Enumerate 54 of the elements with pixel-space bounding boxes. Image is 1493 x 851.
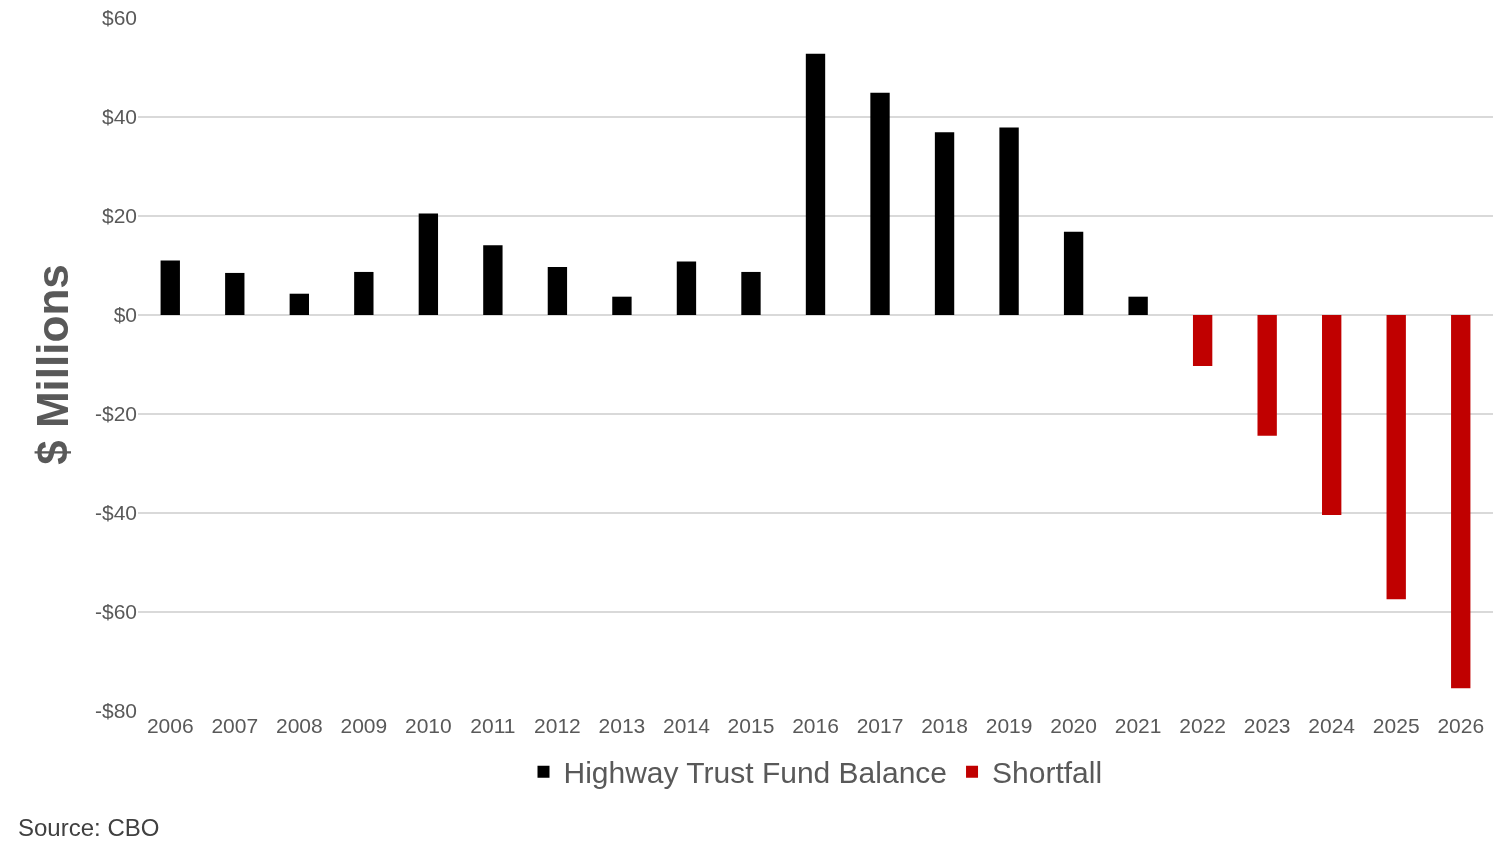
- y-tick-label: -$80: [94, 699, 137, 723]
- x-tick-label: 2025: [1372, 714, 1420, 737]
- bar: [160, 260, 180, 315]
- bar: [354, 271, 374, 315]
- x-tick-label: 2022: [1179, 714, 1226, 737]
- y-tick-label: -$60: [94, 600, 137, 624]
- x-tick-label: 2019: [985, 714, 1033, 737]
- x-tick-label: 2018: [921, 714, 968, 737]
- x-tick-label: 2017: [856, 714, 904, 737]
- bar: [1192, 315, 1213, 366]
- bar: [805, 53, 826, 315]
- bar: [483, 245, 503, 315]
- x-tick-label: 2008: [275, 714, 323, 737]
- y-axis-title: $ Millions: [28, 264, 78, 465]
- bar: [1063, 231, 1084, 315]
- bar: [225, 272, 245, 315]
- x-tick-label: 2006: [146, 714, 194, 737]
- x-tick-label: 2015: [727, 714, 775, 737]
- x-tick-label: 2007: [211, 714, 259, 737]
- bar: [547, 266, 568, 315]
- legend-label: Shortfall: [992, 756, 1103, 790]
- y-tick-label: $0: [113, 303, 137, 327]
- x-tick-label: 2012: [534, 714, 581, 737]
- y-tick-label: -$20: [94, 402, 137, 426]
- y-tick-label: $60: [101, 6, 137, 30]
- bar: [1257, 315, 1277, 436]
- bar: [1451, 315, 1471, 689]
- x-tick-label: 2023: [1243, 714, 1291, 737]
- bar: [1322, 315, 1342, 515]
- y-tick-label: $40: [101, 105, 137, 129]
- bar: [1128, 296, 1148, 315]
- bar: [676, 261, 697, 315]
- x-tick-label: 2010: [405, 714, 452, 737]
- x-tick-label: 2013: [598, 714, 646, 737]
- bar: [999, 127, 1019, 315]
- y-tick-label: $20: [101, 204, 137, 228]
- x-tick-label: 2021: [1114, 714, 1162, 737]
- bar: [418, 213, 439, 315]
- legend-label: Highway Trust Fund Balance: [563, 756, 948, 790]
- x-tick-label: 2011: [470, 714, 516, 737]
- x-tick-label: 2009: [340, 714, 388, 737]
- source-note: Source: CBO: [18, 814, 160, 841]
- x-tick-label: 2014: [663, 714, 711, 737]
- x-tick-label: 2016: [792, 714, 839, 737]
- bar: [1386, 315, 1406, 600]
- y-tick-label: -$40: [94, 501, 137, 525]
- bar: [741, 271, 761, 315]
- bar: [934, 132, 955, 315]
- bar: [870, 92, 890, 315]
- x-tick-label: 2020: [1050, 714, 1097, 737]
- x-tick-label: 2024: [1308, 714, 1356, 737]
- x-tick-label: 2026: [1437, 714, 1485, 737]
- bar: [289, 293, 309, 315]
- bar: [612, 296, 632, 315]
